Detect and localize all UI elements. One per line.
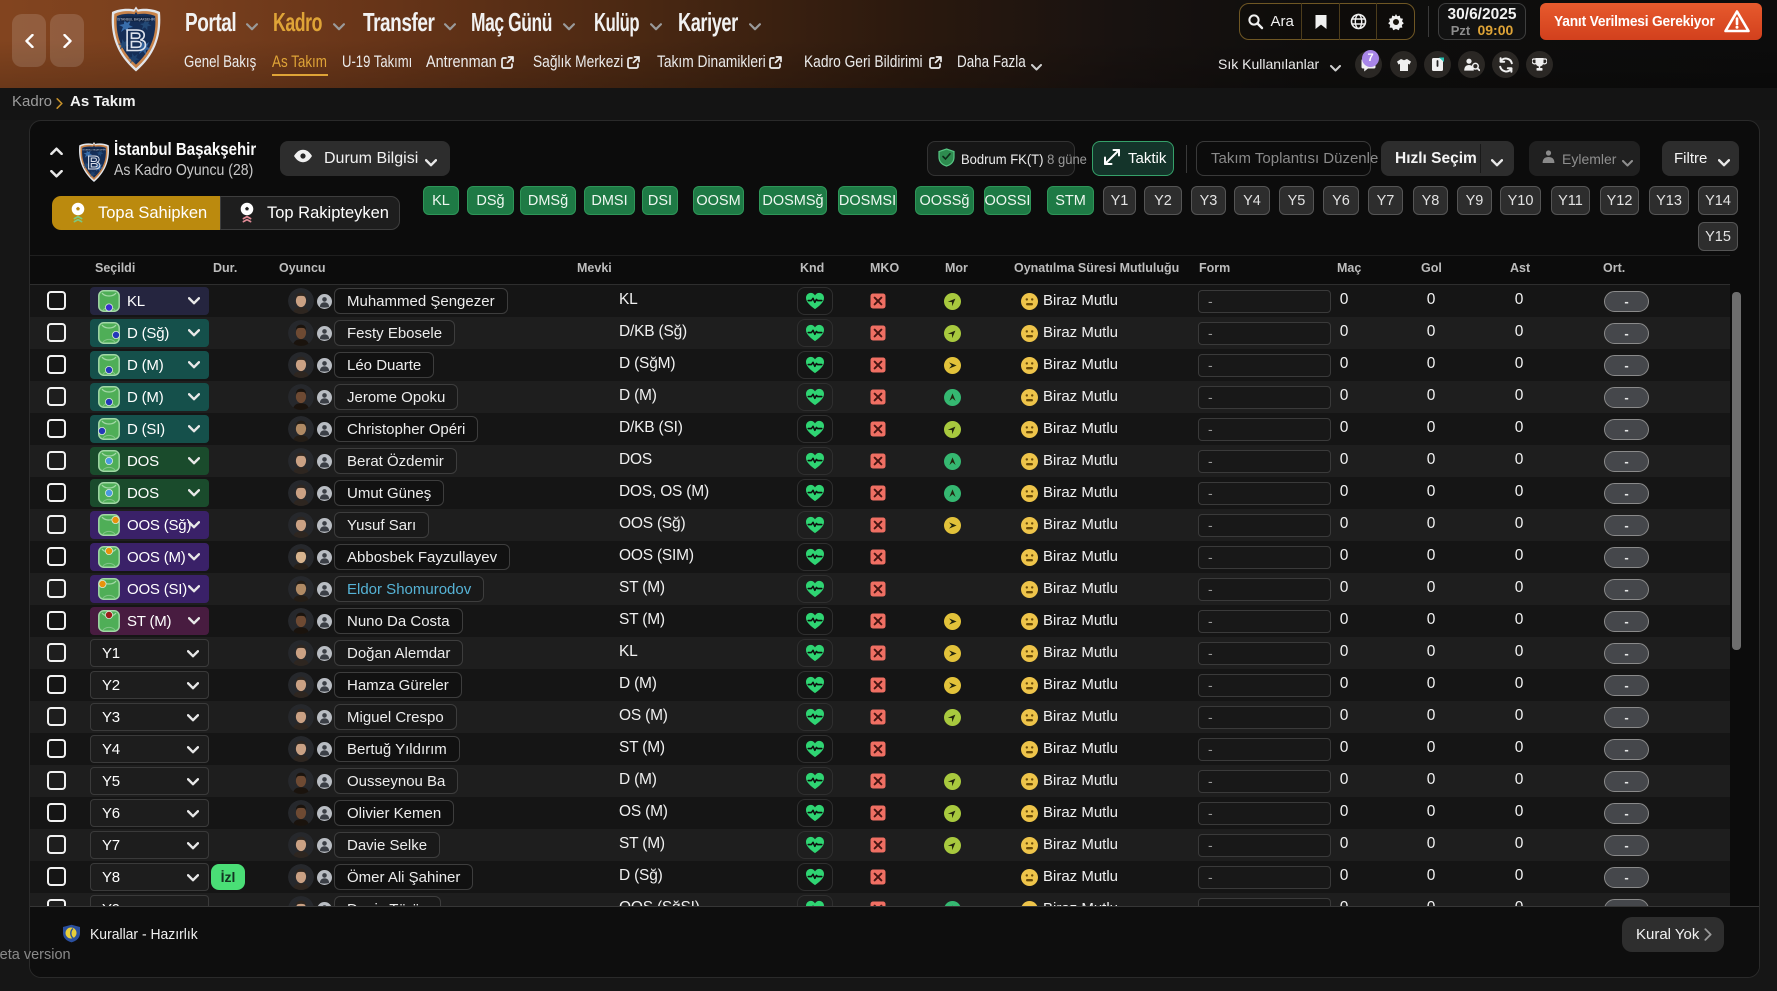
svg-text:İSTANBUL BAŞAKŞEHİR: İSTANBUL BAŞAKŞEHİR bbox=[117, 17, 155, 22]
svg-text:İSTANBUL BAŞAKŞEHİR: İSTANBUL BAŞAKŞEHİR bbox=[82, 149, 106, 152]
svg-text:B: B bbox=[87, 152, 100, 173]
svg-text:B: B bbox=[125, 25, 147, 58]
